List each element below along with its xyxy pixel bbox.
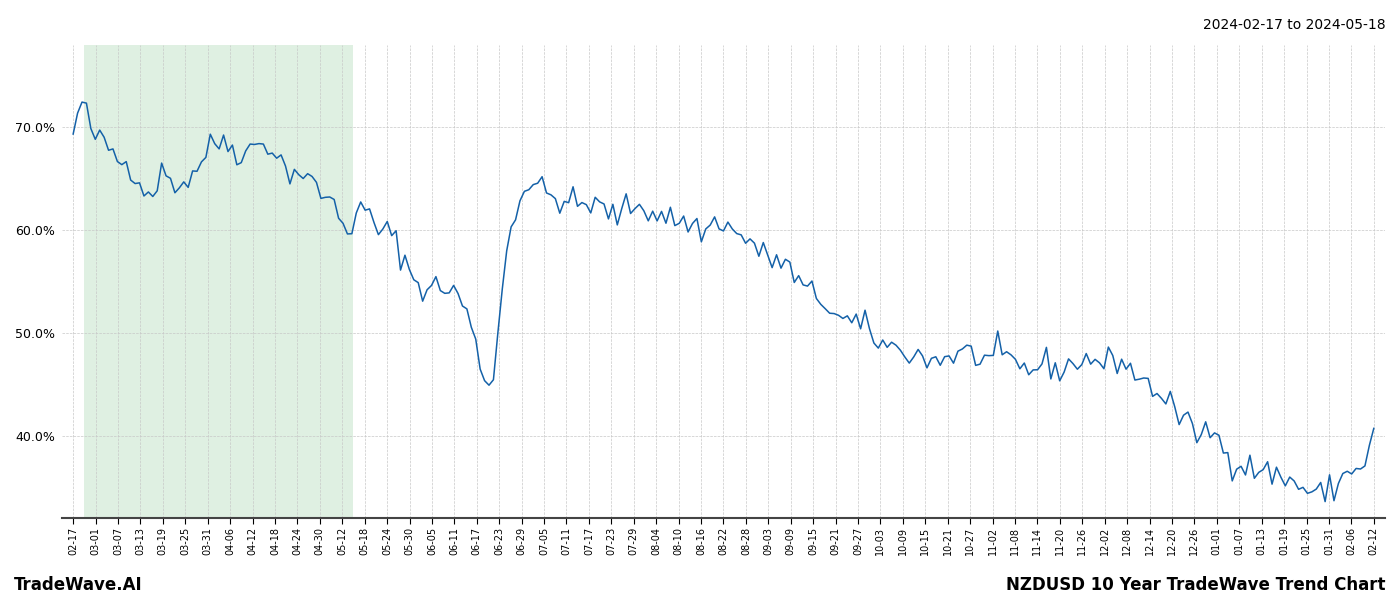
- Text: NZDUSD 10 Year TradeWave Trend Chart: NZDUSD 10 Year TradeWave Trend Chart: [1007, 576, 1386, 594]
- Bar: [84, 45, 353, 518]
- Text: TradeWave.AI: TradeWave.AI: [14, 576, 143, 594]
- Text: 2024-02-17 to 2024-05-18: 2024-02-17 to 2024-05-18: [1204, 18, 1386, 32]
